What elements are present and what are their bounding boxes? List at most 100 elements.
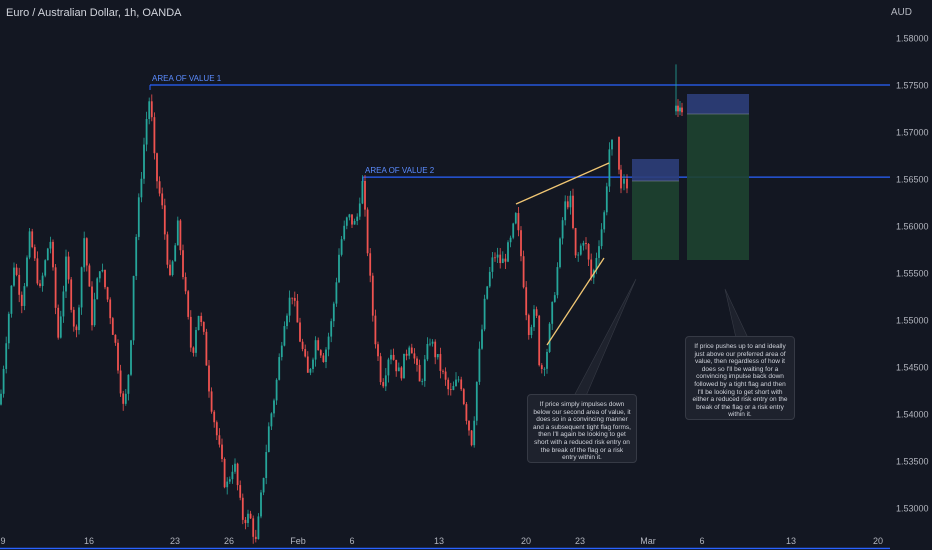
candle-body [265, 452, 268, 479]
candle-body [439, 354, 442, 371]
candle-body [182, 250, 184, 278]
position-2-risk-zone [687, 94, 749, 114]
candle-body [626, 179, 628, 189]
candle-body [200, 315, 203, 323]
candle-body [150, 101, 153, 118]
y-tick-label: 1.54500 [896, 363, 929, 373]
x-tick-label: 6 [349, 536, 354, 546]
candle-body [460, 379, 463, 390]
x-tick-label: 13 [434, 536, 444, 546]
candle-body [135, 236, 138, 276]
candle-body [332, 303, 335, 322]
candle-body [499, 254, 502, 264]
candle-body [226, 481, 229, 488]
candle-body [215, 422, 218, 436]
candle-body [400, 367, 403, 379]
note-1-pointer [573, 278, 637, 397]
price-axis[interactable]: 1.58000 1.57500 1.57000 1.56500 1.56000 1.555… [896, 34, 929, 550]
candle-body [169, 264, 171, 276]
candle-body [317, 340, 320, 351]
candle-body [262, 478, 265, 493]
candle-body [600, 229, 603, 247]
y-tick-label: 1.57000 [896, 128, 929, 138]
candle-body [20, 294, 23, 306]
candle-body [62, 291, 65, 317]
candle-body [525, 287, 528, 316]
candle-body [561, 220, 564, 239]
chart-title: Euro / Australian Dollar, 1h, OANDA [6, 7, 182, 19]
wedge-lower-line [546, 257, 605, 346]
y-tick-label: 1.54000 [896, 410, 929, 420]
candle-body [254, 536, 257, 540]
candle-body [83, 238, 86, 268]
candle-body [312, 359, 314, 369]
candle-body [548, 323, 551, 352]
candle-body [293, 297, 296, 301]
candle-body [322, 355, 325, 363]
y-tick-label: 1.55500 [896, 269, 929, 279]
candle-body [535, 309, 538, 316]
candle-body [98, 271, 101, 279]
candle-body [106, 287, 109, 300]
y-tick-label: 1.55000 [896, 316, 929, 326]
candle-body [153, 117, 156, 154]
candle-body [382, 382, 385, 387]
candle-body [218, 435, 221, 445]
candle-body [39, 283, 41, 287]
candle-body [569, 195, 572, 208]
candle-body [488, 271, 491, 287]
candle-body [546, 351, 548, 369]
candle-body [603, 212, 606, 230]
annotation-note-2: If price pushes up to and ideally just a… [685, 336, 795, 420]
candle-body [67, 256, 70, 280]
candle-body [278, 357, 281, 380]
candle-body [132, 275, 135, 341]
level-label: AREA OF VALUE 2 [365, 166, 435, 175]
candle-body [33, 247, 36, 259]
candle-body [465, 404, 468, 421]
candle-body [462, 389, 465, 405]
candle-body [504, 258, 507, 262]
candle-body [59, 316, 62, 338]
candle-body [127, 374, 130, 394]
candle-body [205, 331, 208, 366]
candle-body [358, 203, 361, 217]
candle-body [351, 214, 353, 225]
candle-body [491, 257, 494, 272]
candle-body [130, 340, 132, 375]
candle-body [387, 359, 390, 376]
candle-body [325, 349, 327, 363]
candle-body [675, 105, 677, 112]
candle-body [257, 516, 260, 540]
candle-body [595, 257, 598, 271]
candle-body [426, 343, 429, 360]
candle-body [286, 315, 288, 327]
candle-body [239, 485, 242, 498]
candle-body [156, 153, 158, 182]
candle-body [210, 391, 213, 412]
time-axis[interactable]: 9 16 23 26 Feb 6 13 20 23 Mar 6 13 20 [0, 536, 883, 546]
candle-body [124, 393, 127, 404]
candle-body [70, 279, 73, 310]
candle-body [244, 519, 247, 524]
candle-body [228, 479, 231, 482]
candle-body [677, 105, 679, 112]
candle-body [540, 365, 543, 370]
candle-body [611, 139, 613, 150]
candle-body [231, 471, 234, 480]
position-1-reward-zone [632, 181, 679, 260]
candle-body [587, 244, 590, 260]
candle-body [36, 258, 39, 284]
candle-body [117, 342, 119, 371]
candle-body [101, 269, 104, 272]
candle-body [44, 260, 47, 276]
candle-body [556, 267, 559, 296]
candle-body [184, 277, 187, 292]
candle-body [343, 225, 346, 240]
candle-body [395, 359, 398, 372]
candle-body [517, 213, 520, 231]
candle-body [410, 347, 413, 354]
candle-body [223, 458, 226, 488]
candle-body [148, 101, 151, 119]
